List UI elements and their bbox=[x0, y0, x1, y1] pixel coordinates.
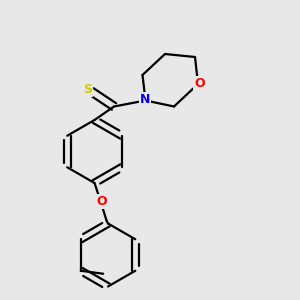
Text: O: O bbox=[194, 77, 205, 91]
Text: N: N bbox=[140, 93, 150, 106]
Text: S: S bbox=[83, 83, 92, 97]
Text: O: O bbox=[97, 195, 107, 208]
